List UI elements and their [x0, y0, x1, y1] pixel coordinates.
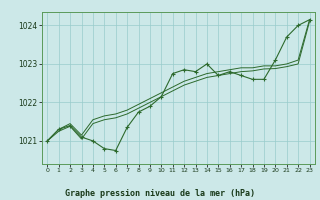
Text: Graphe pression niveau de la mer (hPa): Graphe pression niveau de la mer (hPa): [65, 189, 255, 198]
